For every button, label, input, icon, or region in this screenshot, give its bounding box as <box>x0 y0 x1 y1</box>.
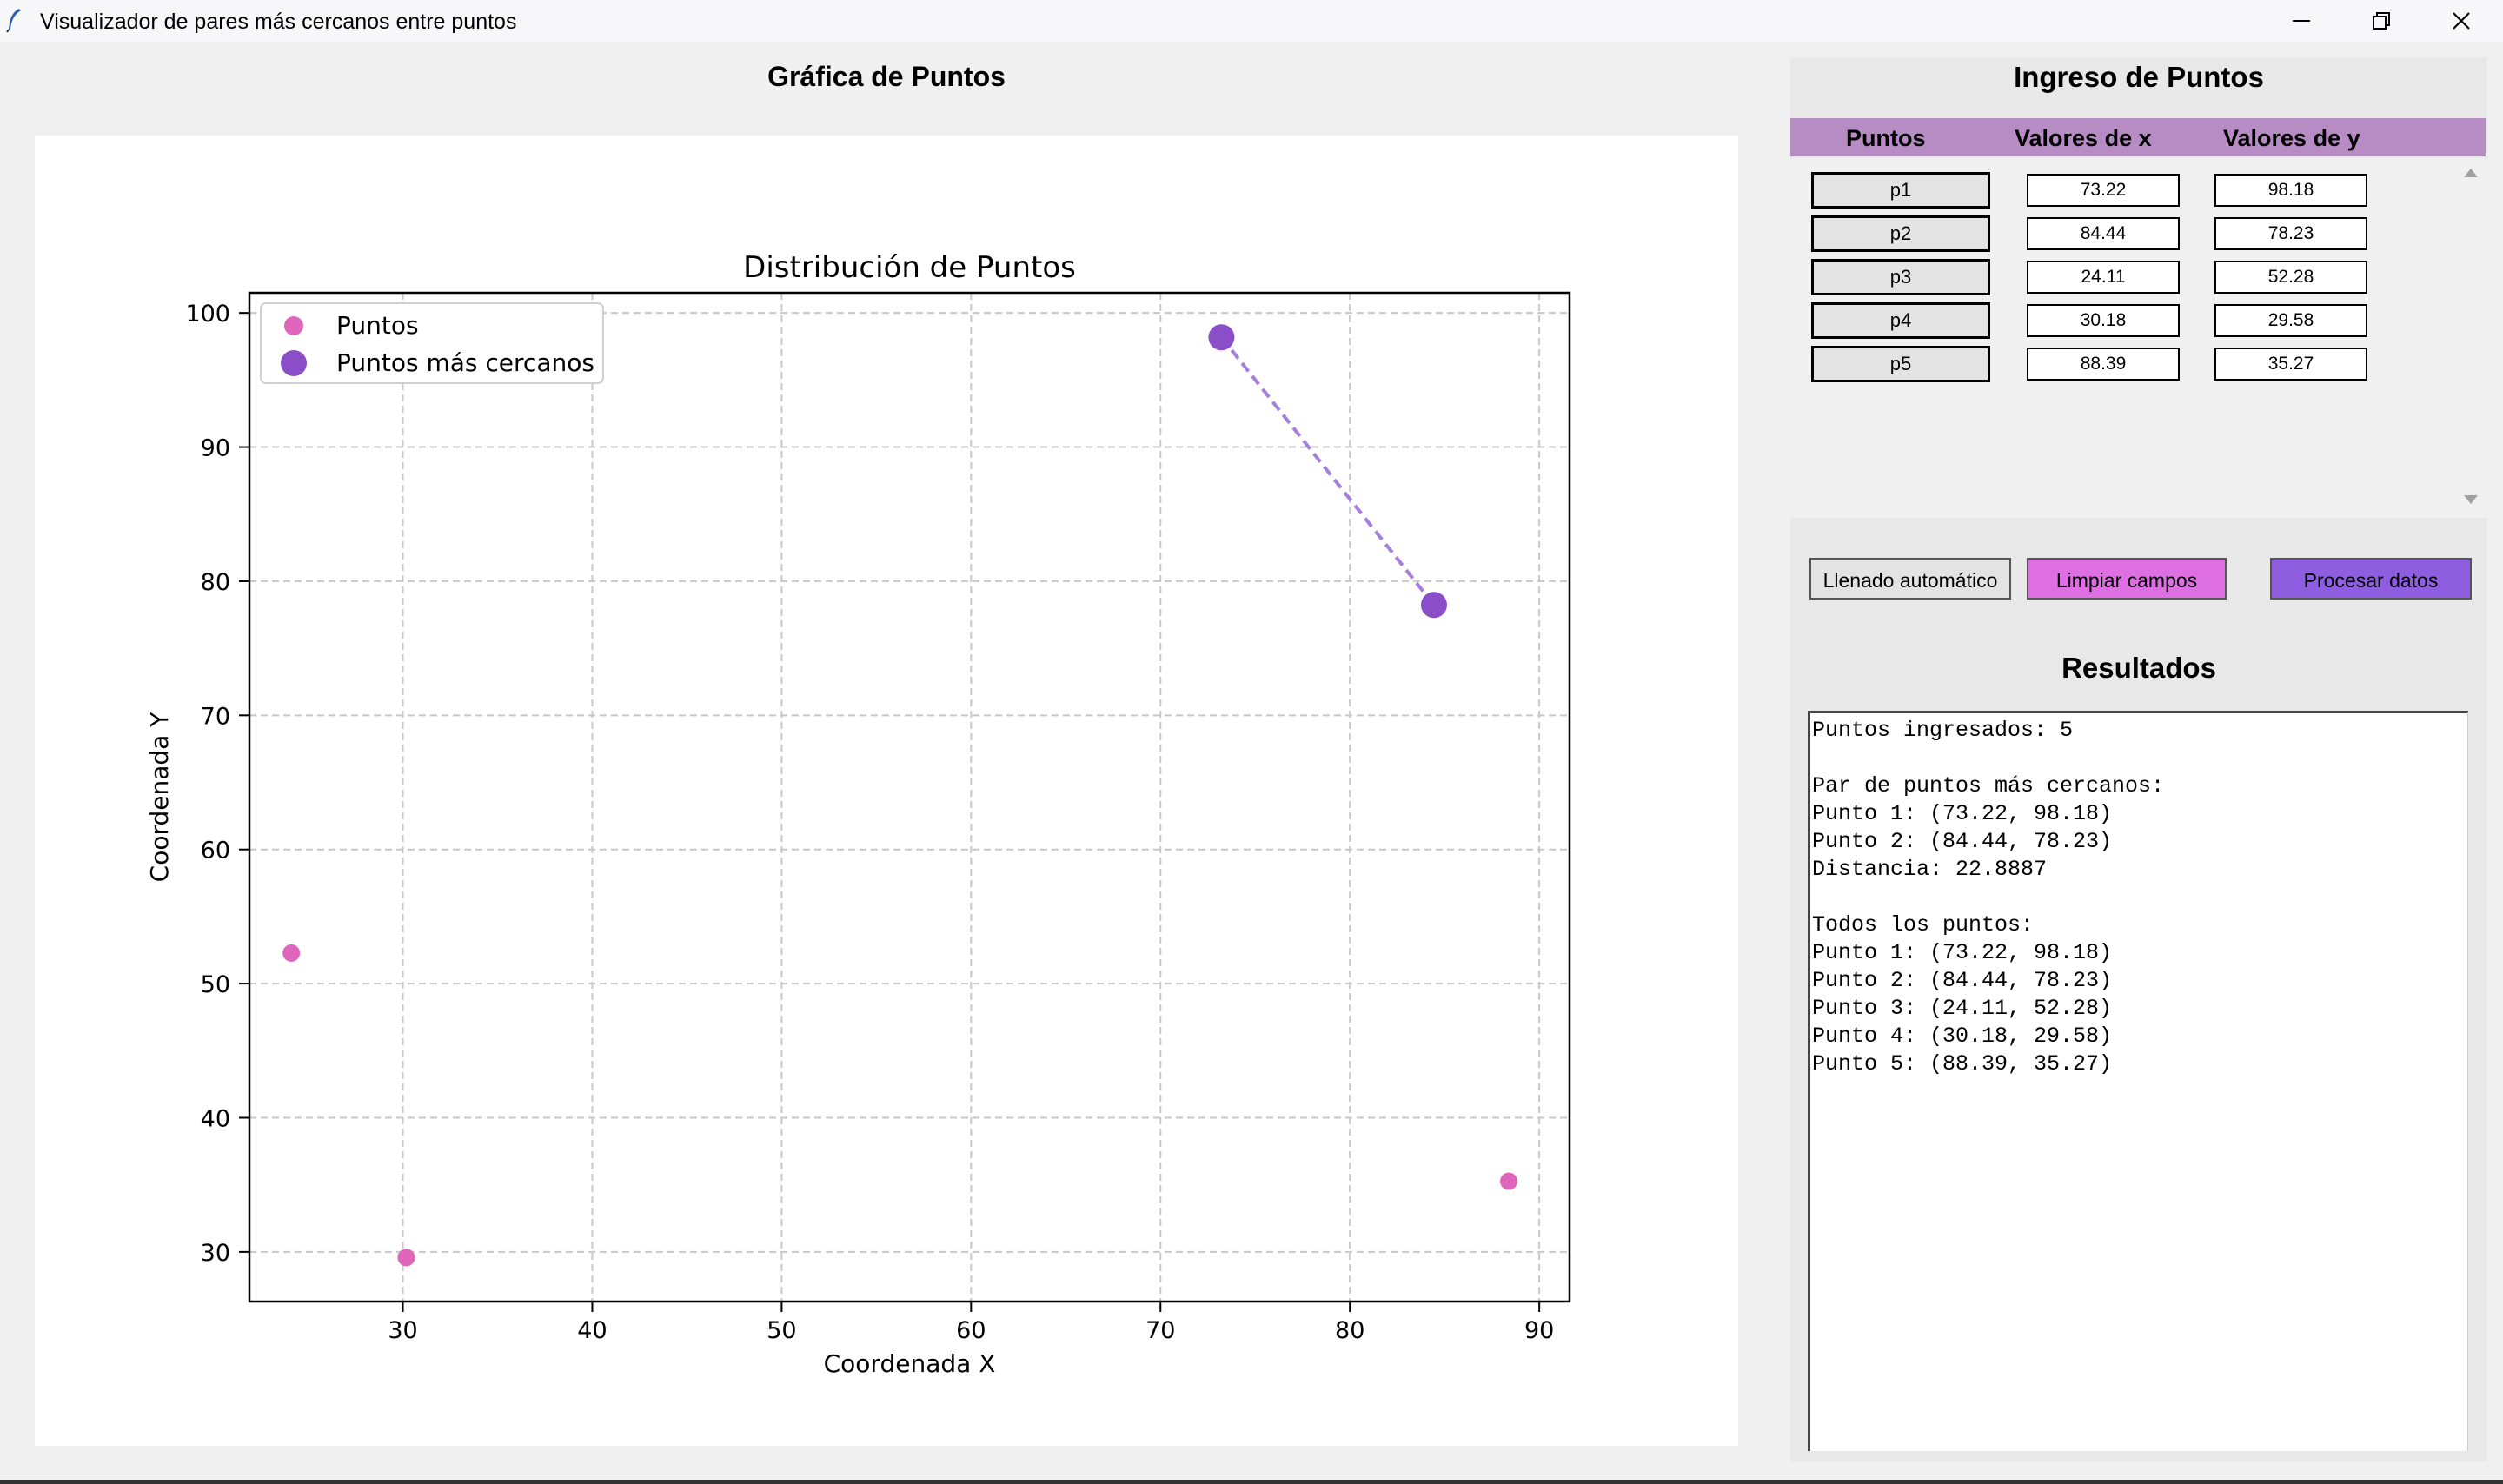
point-y-input[interactable]: 78.23 <box>2214 217 2367 250</box>
window-title: Visualizador de pares más cercanos entre… <box>40 10 517 34</box>
legend-label-puntos: Puntos <box>336 311 419 340</box>
clear-fields-button[interactable]: Limpiar campos <box>2027 558 2227 600</box>
header-x-values: Valores de x <box>2015 125 2152 151</box>
x-tick-label: 30 <box>388 1317 417 1344</box>
data-point <box>1500 1172 1518 1190</box>
close-button[interactable] <box>2421 0 2501 42</box>
results-text: Puntos ingresados: 5 Par de puntos más c… <box>1812 718 2165 1077</box>
point-x-input[interactable]: 84.44 <box>2027 217 2180 250</box>
minimize-icon <box>2293 20 2310 22</box>
closest-point <box>1420 592 1447 619</box>
point-y-input[interactable]: 52.28 <box>2214 261 2367 294</box>
x-tick-label: 80 <box>1335 1317 1364 1344</box>
point-x-input[interactable]: 73.22 <box>2027 174 2180 207</box>
input-panel-title: Ingreso de Puntos <box>2014 61 2264 93</box>
results-textbox[interactable]: Puntos ingresados: 5 Par de puntos más c… <box>1808 711 2468 1451</box>
y-tick-label: 60 <box>201 838 230 865</box>
closest-point <box>1208 324 1235 351</box>
point-x-input[interactable]: 24.11 <box>2027 261 2180 294</box>
point-row: p4 30.18 29.58 <box>1811 302 2437 339</box>
right-panel: Ingreso de Puntos Puntos Valores de x Va… <box>1790 57 2487 1461</box>
point-y-input[interactable]: 29.58 <box>2214 304 2367 337</box>
point-row: p1 73.22 98.18 <box>1811 172 2437 209</box>
data-point <box>397 1249 415 1267</box>
close-icon <box>2453 12 2470 30</box>
x-tick-label: 70 <box>1145 1317 1175 1344</box>
y-tick-label: 40 <box>201 1105 230 1132</box>
x-tick-label: 90 <box>1524 1317 1554 1344</box>
results-title: Resultados <box>2061 652 2216 684</box>
points-list: p1 73.22 98.18 p2 84.44 78.23 p3 24.11 52.28 p4 30… <box>1790 158 2454 518</box>
point-y-input[interactable]: 98.18 <box>2214 174 2367 207</box>
y-tick-label: 100 <box>185 301 230 328</box>
point-x-input[interactable]: 88.39 <box>2027 348 2180 381</box>
point-x-input[interactable]: 30.18 <box>2027 304 2180 337</box>
scroll-down-icon[interactable] <box>2454 488 2487 514</box>
point-label-field[interactable]: p3 <box>1811 259 1990 295</box>
x-tick-label: 60 <box>956 1317 986 1344</box>
auto-fill-button[interactable]: Llenado automático <box>1809 558 2011 600</box>
header-y-values: Valores de y <box>2223 125 2360 151</box>
legend-label-closest: Puntos más cercanos <box>336 348 594 377</box>
points-table-header: Puntos Valores de x Valores de y <box>1790 118 2486 156</box>
legend-marker-puntos <box>284 316 303 335</box>
legend-marker-closest <box>281 350 307 376</box>
chart-title: Distribución de Puntos <box>743 250 1076 285</box>
chart-figure: 30 40 50 60 70 80 90 30 40 50 60 70 80 90 100 Distribuc… <box>35 136 1738 1446</box>
title-bar: Visualizador de pares más cercanos entre… <box>0 0 2503 42</box>
y-tick-label: 30 <box>201 1240 230 1267</box>
y-tick-label: 50 <box>201 971 230 998</box>
bottom-border <box>0 1480 2503 1484</box>
point-label-field[interactable]: p5 <box>1811 346 1990 382</box>
point-row: p2 84.44 78.23 <box>1811 215 2437 252</box>
point-row: p3 24.11 52.28 <box>1811 259 2437 295</box>
scroll-up-icon[interactable] <box>2454 158 2487 184</box>
x-axis-label: Coordenada X <box>824 1349 996 1378</box>
y-tick-label: 90 <box>201 435 230 462</box>
axes-frame <box>248 291 1571 1303</box>
restore-icon <box>2373 12 2390 30</box>
feather-icon <box>6 9 21 33</box>
y-tick-label: 70 <box>201 703 230 730</box>
point-label-field[interactable]: p4 <box>1811 302 1990 339</box>
restore-button[interactable] <box>2341 0 2421 42</box>
closest-pair-connector <box>1219 336 1436 606</box>
minimize-button[interactable] <box>2261 0 2341 42</box>
y-axis-label: Coordenada Y <box>145 712 174 883</box>
y-tick-label: 80 <box>201 569 230 596</box>
point-label-field[interactable]: p1 <box>1811 172 1990 209</box>
points-scrollbar[interactable] <box>2454 158 2487 518</box>
header-points: Puntos <box>1846 125 1926 151</box>
x-tick-label: 40 <box>577 1317 607 1344</box>
scatter-chart: 30 40 50 60 70 80 90 30 40 50 60 70 80 90 100 Distribuc… <box>145 250 1571 1378</box>
point-label-field[interactable]: p2 <box>1811 215 1990 252</box>
process-data-button[interactable]: Procesar datos <box>2270 558 2472 600</box>
x-tick-label: 50 <box>767 1317 796 1344</box>
data-point <box>282 944 301 962</box>
plot-panel-heading: Gráfica de Puntos <box>767 61 1006 92</box>
point-row: p5 88.39 35.27 <box>1811 346 2437 382</box>
legend-box <box>260 302 604 384</box>
point-y-input[interactable]: 35.27 <box>2214 348 2367 381</box>
